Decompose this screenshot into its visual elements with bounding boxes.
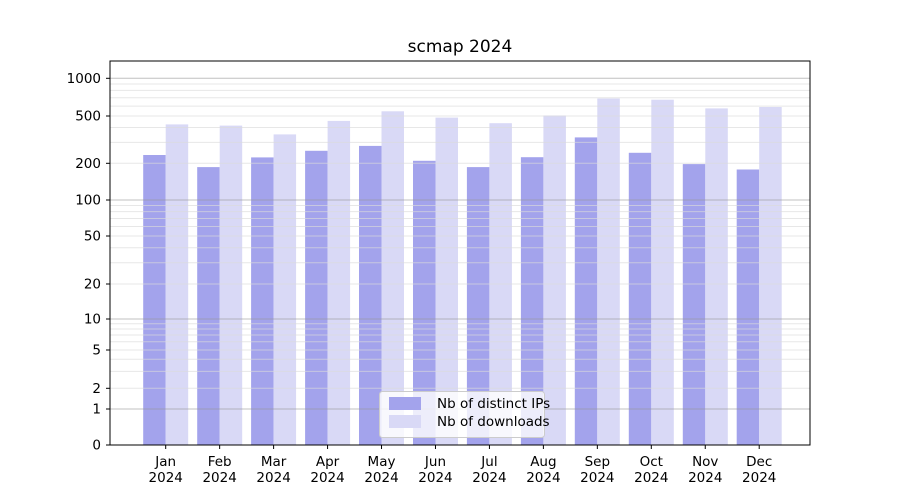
bar-distinct-ips-dec <box>736 169 760 445</box>
legend-label-downloads: Nb of downloads <box>437 414 550 430</box>
x-tick-label-jan: Jan 2024 <box>149 454 183 486</box>
legend-swatch-distinct-ips <box>389 397 421 410</box>
bar-distinct-ips-apr <box>305 150 328 446</box>
x-tick-label-sep: Sep 2024 <box>580 454 614 486</box>
y-tick-label-200: 200 <box>75 156 101 172</box>
x-tick-label-apr: Apr 2024 <box>310 454 344 486</box>
bar-distinct-ips-jan <box>143 155 166 445</box>
bar-downloads-nov <box>705 108 728 446</box>
axes-layer: 0 1 2 5 10 20 50 100 200 500 1000 Jan 2024 Feb 2024 Mar… <box>67 60 811 486</box>
y-tick-label-1: 1 <box>92 402 101 418</box>
y-tick-label-2: 2 <box>92 381 101 397</box>
x-tick-label-oct: Oct 2024 <box>634 454 668 486</box>
bar-distinct-ips-nov <box>682 164 706 445</box>
x-tick-label-may: May 2024 <box>364 454 398 486</box>
bar-distinct-ips-jul <box>466 167 490 445</box>
bar-downloads-may <box>381 111 404 446</box>
y-tick-label-50: 50 <box>84 229 101 245</box>
bar-distinct-ips-sep <box>574 137 598 445</box>
bar-distinct-ips-jun <box>413 160 436 446</box>
bar-downloads-feb <box>219 125 243 445</box>
x-tick-label-aug: Aug 2024 <box>526 454 560 486</box>
x-tick-label-mar: Mar 2024 <box>256 454 290 486</box>
bar-downloads-jan <box>165 124 189 446</box>
bar-downloads-mar <box>273 134 297 445</box>
bar-downloads-apr <box>327 120 351 446</box>
legend-label-distinct-ips: Nb of distinct IPs <box>437 396 550 412</box>
y-tick-label-100: 100 <box>75 193 101 209</box>
chart-title: scmap 2024 <box>408 37 513 57</box>
y-tick-label-500: 500 <box>75 109 101 125</box>
x-tick-label-dec: Dec 2024 <box>742 454 776 486</box>
y-tick-label-10: 10 <box>84 312 101 328</box>
bar-distinct-ips-aug <box>520 157 544 445</box>
x-tick-label-jul: Jul 2024 <box>472 454 506 486</box>
bar-downloads-jun <box>435 117 458 445</box>
x-tick-label-jun: Jun 2024 <box>418 454 452 486</box>
y-tick-label-0: 0 <box>92 438 101 454</box>
bar-downloads-oct <box>651 99 674 445</box>
bar-downloads-sep <box>597 98 620 445</box>
bar-distinct-ips-mar <box>251 157 274 445</box>
x-tick-label-nov: Nov 2024 <box>688 454 722 486</box>
bar-downloads-aug <box>543 115 566 445</box>
y-tick-label-5: 5 <box>92 343 101 359</box>
bar-distinct-ips-feb <box>197 167 220 445</box>
bar-distinct-ips-may <box>359 145 382 445</box>
legend: Nb of distinct IPs Nb of downloads <box>379 391 550 438</box>
gridlines <box>110 77 810 410</box>
bar-downloads-dec <box>759 107 782 445</box>
y-tick-label-1000: 1000 <box>67 71 101 87</box>
x-tick-label-feb: Feb 2024 <box>202 454 236 486</box>
legend-swatch-downloads <box>389 415 421 428</box>
y-tick-label-20: 20 <box>84 277 101 293</box>
bar-distinct-ips-oct <box>628 152 652 446</box>
